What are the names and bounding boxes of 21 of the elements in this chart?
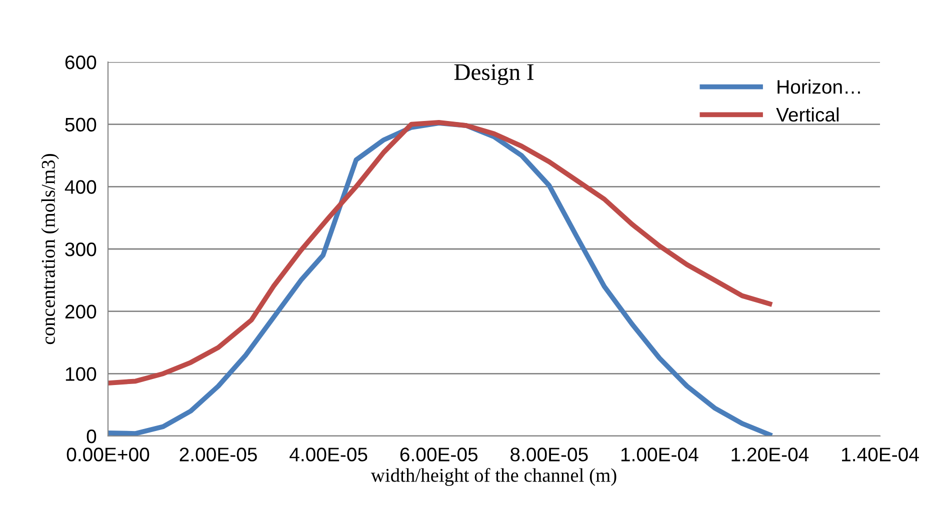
y-tick-label: 100 xyxy=(66,367,96,381)
x-tick-label: 1.20E-04 xyxy=(732,448,809,462)
chart-title: Design I xyxy=(454,64,534,85)
y-tick-label: 0 xyxy=(86,429,96,444)
y-tick-label: 300 xyxy=(65,242,96,256)
x-axis-title: width/height of the channel (m) xyxy=(370,468,616,486)
y-tick-label: 400 xyxy=(64,180,96,194)
y-tick-label: 500 xyxy=(65,118,96,132)
y-tick-label: 600 xyxy=(65,55,96,70)
x-tick-label: 8.00E-05 xyxy=(510,448,588,462)
x-tick-label: 1.00E-04 xyxy=(621,448,698,462)
x-tick-label: 4.00E-05 xyxy=(290,448,368,462)
y-tick-label: 200 xyxy=(65,304,96,319)
legend-label: Horizon… xyxy=(778,80,860,94)
line-series xyxy=(108,120,772,386)
y-axis-title: concentration (mols/m3) xyxy=(41,154,59,344)
x-tick-label: 2.00E-05 xyxy=(180,448,257,462)
legend-label: Vertical xyxy=(776,107,839,122)
x-tick-label: 0.00E+00 xyxy=(66,448,150,462)
x-tick-label: 6.00E-05 xyxy=(400,448,478,462)
x-tick-label: 1.40E-04 xyxy=(842,448,919,462)
